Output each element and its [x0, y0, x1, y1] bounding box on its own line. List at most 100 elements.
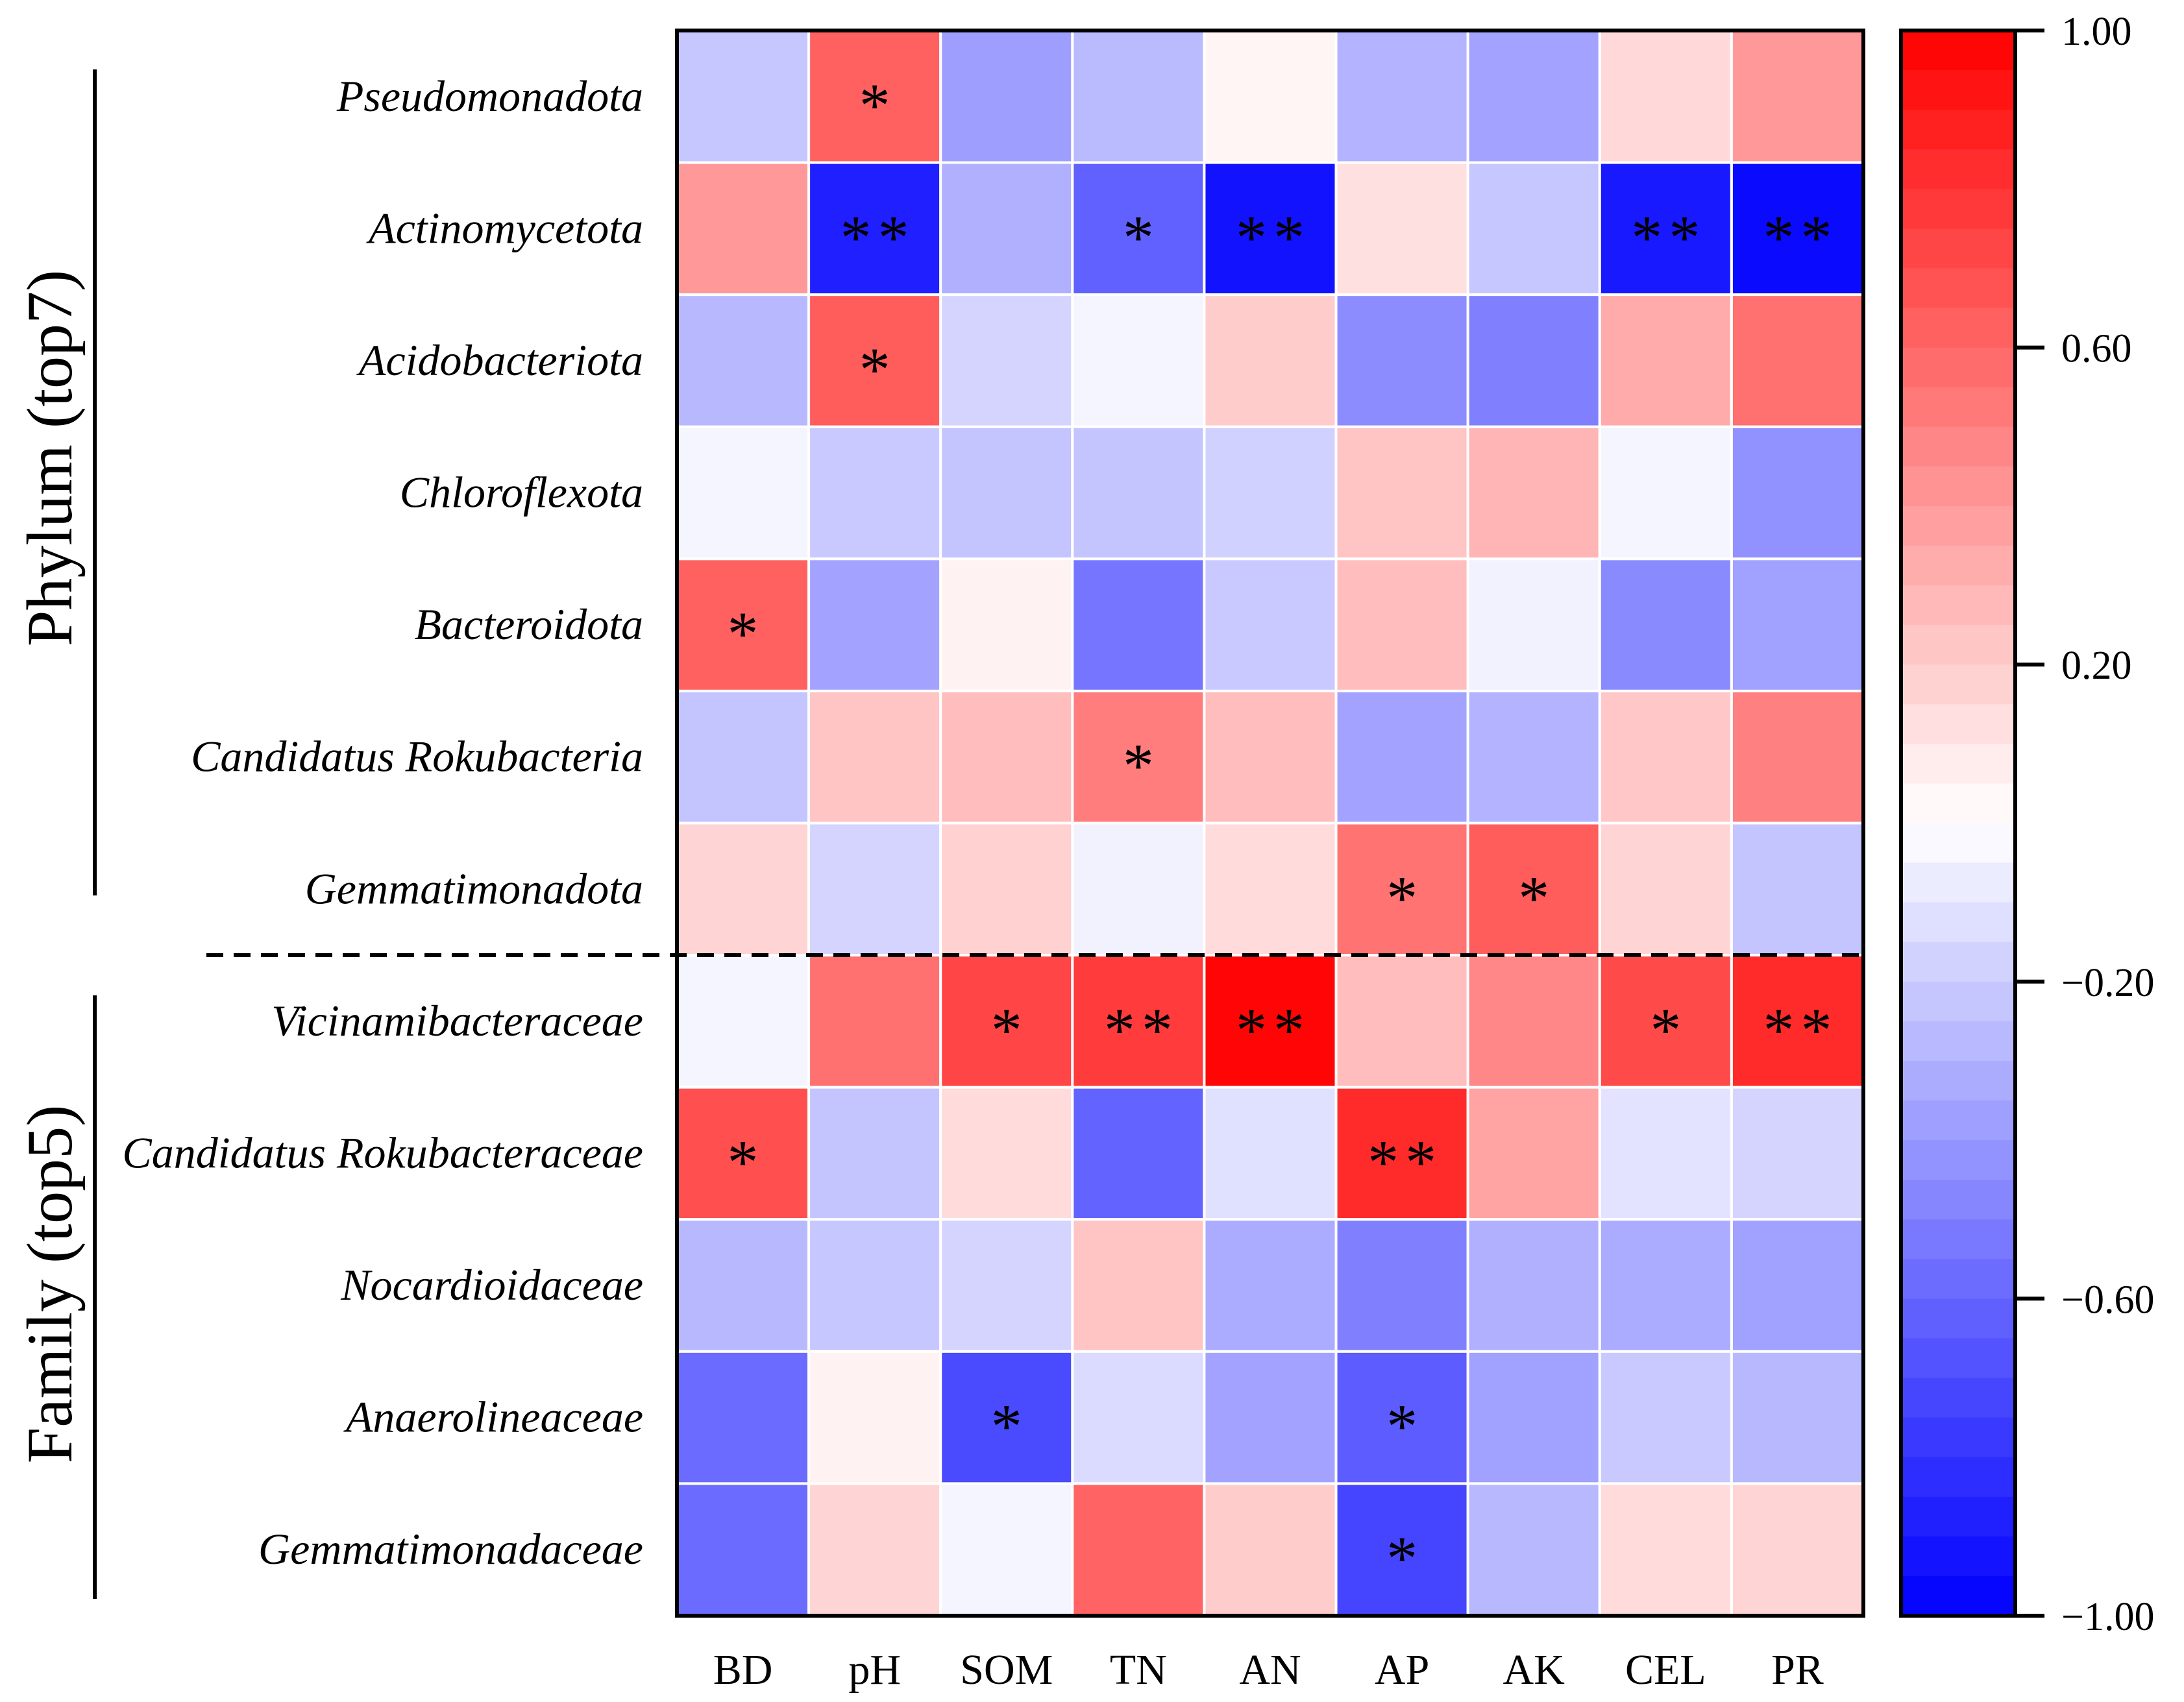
significance-mark: *: [991, 995, 1029, 1065]
colorbar-ticks: 1.00 0.60 0.20 −0.20 −0.60 −1.00: [2015, 10, 2154, 1639]
heatmap-cell: [1598, 293, 1733, 428]
colorbar-tick-label: −0.60: [2061, 1278, 2154, 1322]
colorbar-band: [1901, 981, 2015, 1022]
phylum-group-label: Phylum (top7): [14, 270, 86, 647]
heatmap-cell: [1071, 29, 1206, 164]
colorbar-band: [1901, 1338, 2015, 1379]
colorbar-tick-label: 0.20: [2061, 644, 2132, 688]
heatmap-cell: [939, 293, 1074, 428]
significance-mark: **: [1763, 202, 1838, 272]
heatmap-cell: [676, 425, 811, 561]
colorbar-tick-label: −0.20: [2061, 961, 2154, 1005]
heatmap-cell: [676, 1218, 811, 1353]
heatmap-cell: [1466, 954, 1601, 1089]
heatmap-cell: [1598, 689, 1733, 825]
heatmap-cell: [1466, 1482, 1601, 1618]
significance-mark: *: [991, 1392, 1029, 1461]
colorbar-band: [1901, 30, 2015, 71]
heatmap-cell: [1466, 1218, 1601, 1353]
significance-mark: *: [1386, 1392, 1424, 1461]
heatmap-cell: [1334, 161, 1469, 297]
colorbar-band: [1901, 902, 2015, 943]
heatmap-cell: [807, 1086, 942, 1221]
heatmap-cell: [1598, 29, 1733, 164]
heatmap-cell: [1334, 1086, 1469, 1221]
heatmap-cell: [1598, 1350, 1733, 1485]
heatmap-cell: [1466, 161, 1601, 297]
heatmap-cell: [939, 1218, 1074, 1353]
colorbar-band: [1901, 1378, 2015, 1418]
significance-mark: *: [859, 71, 897, 140]
colorbar-band: [1901, 1496, 2015, 1537]
colorbar-band: [1901, 268, 2015, 309]
heatmap-cell: [1730, 425, 1865, 561]
heatmap-cell: [1071, 1218, 1206, 1353]
significance-mark: **: [1631, 202, 1706, 272]
heatmap-cell: [1466, 557, 1601, 692]
colorbar-band: [1901, 110, 2015, 150]
heatmap-cell: [939, 821, 1074, 957]
column-label: BD: [713, 1646, 773, 1694]
heatmap-cell: [1730, 29, 1865, 164]
heatmap-cell: [939, 1086, 1074, 1221]
heatmap-cell: [676, 954, 811, 1089]
column-label: TN: [1110, 1646, 1167, 1694]
heatmap-cell: [1730, 293, 1865, 428]
colorbar-band: [1901, 585, 2015, 626]
heatmap-cell: [1466, 1350, 1601, 1485]
heatmap-cell: [807, 425, 942, 561]
heatmap-cell: [1071, 689, 1206, 825]
colorbar-band: [1901, 228, 2015, 269]
row-label: Gemmatimonadaceae: [258, 1524, 643, 1574]
row-label: Actinomycetota: [366, 203, 643, 252]
significance-mark: *: [1123, 202, 1160, 272]
heatmap-cell: [1334, 821, 1469, 957]
colorbar-band: [1901, 1140, 2015, 1180]
heatmap-cell: [1598, 1086, 1733, 1221]
column-label: PR: [1771, 1646, 1824, 1694]
heatmap-cell: [1071, 1350, 1206, 1485]
colorbar-band: [1901, 149, 2015, 189]
heatmap-cells: [676, 29, 1865, 1618]
colorbar-tick-label: −1.00: [2061, 1595, 2154, 1639]
colorbar-band: [1901, 1060, 2015, 1101]
heatmap-cell: [1334, 689, 1469, 825]
heatmap-cell: [1203, 1218, 1338, 1353]
heatmap-cell: [1203, 425, 1338, 561]
row-label: Candidatus Rokubacteraceae: [122, 1128, 643, 1177]
heatmap-cell: [1598, 425, 1733, 561]
colorbar-band: [1901, 1100, 2015, 1141]
colorbar-band: [1901, 426, 2015, 467]
colorbar-band: [1901, 1021, 2015, 1062]
heatmap-cell: [1071, 293, 1206, 428]
heatmap-cell: [939, 689, 1074, 825]
colorbar-band: [1901, 1219, 2015, 1259]
row-labels: Pseudomonadota Actinomycetota Acidobacteri…: [122, 71, 643, 1574]
heatmap-cell: [676, 821, 811, 957]
row-label: Bacteroidota: [414, 600, 643, 649]
heatmap-cell: [939, 557, 1074, 692]
row-label: Nocardioidaceae: [340, 1260, 643, 1309]
heatmap-cell: [676, 161, 811, 297]
row-label: Anaerolineaceae: [343, 1392, 643, 1442]
heatmap-cell: [807, 689, 942, 825]
colorbar-band: [1901, 783, 2015, 824]
colorbar-band: [1901, 625, 2015, 665]
colorbar-band: [1901, 862, 2015, 903]
colorbar-band: [1901, 1417, 2015, 1458]
significance-mark: *: [1123, 731, 1160, 801]
heatmap-cell: [807, 1218, 942, 1353]
heatmap-cell: [1334, 425, 1469, 561]
significance-mark: **: [1368, 1127, 1443, 1197]
colorbar-band: [1901, 189, 2015, 229]
heatmap-cell: [1466, 293, 1601, 428]
heatmap-cell: [807, 954, 942, 1089]
column-label: AN: [1239, 1646, 1301, 1694]
family-group-label: Family (top5): [14, 1105, 86, 1464]
colorbar-band: [1901, 308, 2015, 348]
colorbar-band: [1901, 545, 2015, 586]
significance-mark: *: [1386, 863, 1424, 932]
heatmap-cell: [1466, 1086, 1601, 1221]
heatmap-cell: [1071, 557, 1206, 692]
heatmap-cell: [676, 689, 811, 825]
